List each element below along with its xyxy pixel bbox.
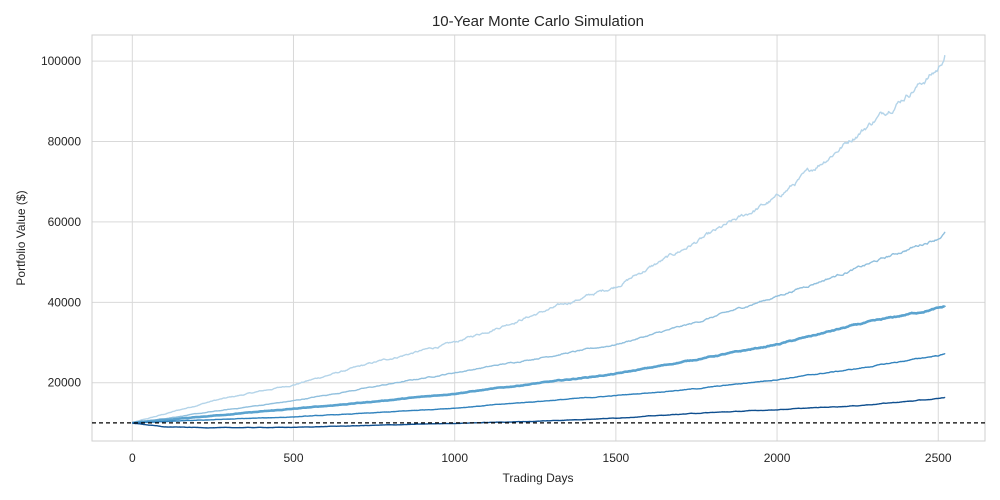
series-line-3 [131, 305, 946, 425]
x-tick-label: 2500 [925, 451, 952, 465]
x-tick-label: 500 [283, 451, 303, 465]
y-axis-ticks: 20000 40000 60000 80000 100000 [41, 54, 81, 390]
x-tick-label: 2000 [764, 451, 791, 465]
x-tick-label: 1500 [603, 451, 630, 465]
series-layer [131, 55, 946, 429]
chart-title: 10-Year Monte Carlo Simulation [432, 13, 644, 30]
x-axis-ticks: 0 500 1000 1500 2000 2500 [129, 451, 952, 465]
y-tick-label: 100000 [41, 54, 81, 68]
y-axis-label: Portfolio Value ($) [14, 190, 28, 285]
series-line-5 [132, 396, 946, 429]
x-axis-label: Trading Days [503, 471, 574, 485]
series-line-2 [132, 231, 946, 424]
y-tick-label: 20000 [48, 376, 82, 390]
series-line-4 [132, 353, 946, 424]
plot-area-frame [91, 34, 986, 442]
y-tick-label: 80000 [48, 135, 82, 149]
y-tick-label: 60000 [48, 215, 82, 229]
gridlines [92, 35, 985, 441]
series-line-1 [132, 55, 946, 424]
x-tick-label: 0 [129, 451, 136, 465]
y-tick-label: 40000 [48, 295, 82, 309]
x-tick-label: 1000 [441, 451, 468, 465]
